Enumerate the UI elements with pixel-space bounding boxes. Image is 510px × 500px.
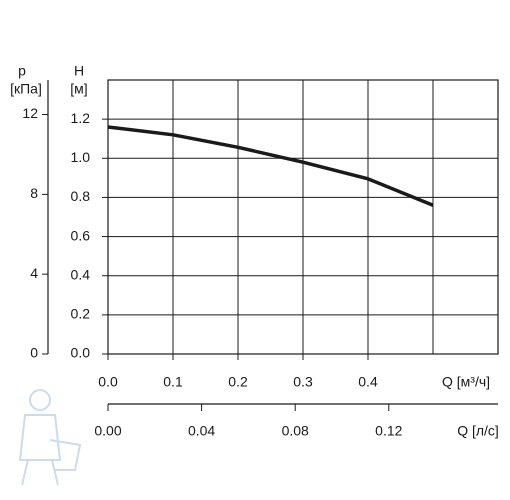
y-tick-label: 1.2 [71,110,91,126]
x2-axis-label: Q [л/с] [457,423,499,439]
x-tick-label: 0.1 [163,374,183,390]
x-axis-label: Q [м³/ч] [442,374,490,390]
x-tick-label: 0.4 [358,374,378,390]
x2-tick-label: 0.12 [375,423,402,439]
pump-curve [107,125,434,207]
y-tick-label: 0.6 [71,227,91,243]
p-tick-label: 8 [30,185,38,201]
x2-tick-label: 0.04 [188,423,215,439]
x-tick-label: 0.3 [293,374,313,390]
x-tick-label: 0.2 [228,374,248,390]
h-axis-unit: [м] [70,81,87,97]
p-tick-label: 4 [30,265,38,281]
h-axis-label: H [74,63,84,79]
p-tick-label: 0 [30,345,38,361]
p-axis-label: p [18,63,26,79]
y-tick-label: 0.4 [71,266,91,282]
y-tick-label: 0.8 [71,188,91,204]
x2-tick-label: 0.08 [282,423,309,439]
y-tick-label: 0.0 [71,345,91,361]
x2-tick-label: 0.00 [94,423,121,439]
x-tick-label: 0.0 [98,374,118,390]
y-tick-label: 1.0 [71,149,91,165]
p-tick-label: 12 [22,105,38,121]
p-axis-unit: [кПа] [10,81,42,97]
mascot-watermark [18,389,82,486]
y-tick-label: 0.2 [71,306,91,322]
